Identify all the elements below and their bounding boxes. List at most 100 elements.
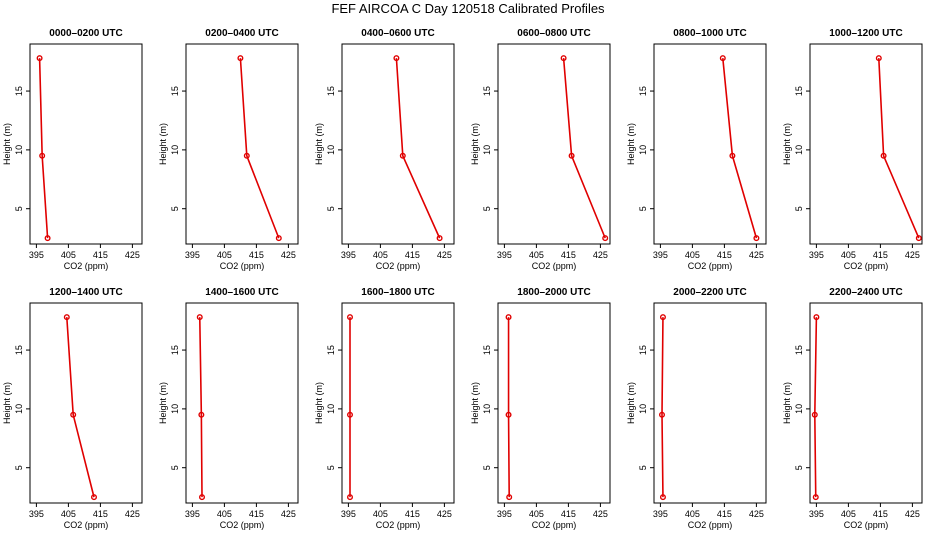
panel-9-ytick-label: 10 <box>326 404 336 414</box>
panel-9-title: 1600–1800 UTC <box>361 287 434 298</box>
panel-5-xlabel: CO2 (ppm) <box>688 261 733 271</box>
panel-2-profile-point <box>243 152 250 159</box>
panel-4-profile-line <box>562 58 606 239</box>
panel-3-profile-point <box>436 235 443 242</box>
panel-8-xtick-label: 405 <box>217 509 232 519</box>
panel-2-profile-line <box>239 58 280 239</box>
panel-9-ytick-label: 5 <box>326 465 336 470</box>
panel-10-profile-point <box>506 494 513 501</box>
panel-1-ytick-label: 15 <box>14 86 24 96</box>
panel-4-xtick-label: 425 <box>593 250 608 260</box>
panel-12-ytick-label: 5 <box>794 465 804 470</box>
panel-3-profile-line <box>395 58 441 239</box>
panel-1-title: 0000–0200 UTC <box>49 28 122 39</box>
panel-4-xtick-label: 415 <box>561 250 576 260</box>
panel-2-ytick-label: 15 <box>170 86 180 96</box>
panel-12-ytick-label: 15 <box>794 345 804 355</box>
panel-6-profile-line <box>878 58 920 239</box>
panel-10-profile-point <box>505 314 512 321</box>
panel-11-ytick-label: 10 <box>638 404 648 414</box>
panel-2-title: 0200–0400 UTC <box>205 28 278 39</box>
panel-5-profile-point <box>729 152 736 159</box>
panel-7-profile-point <box>90 494 97 501</box>
panel-4-ylabel: Height (m) <box>470 123 480 165</box>
panel-6-xtick-label: 425 <box>905 250 920 260</box>
panel-7-xlabel: CO2 (ppm) <box>64 520 109 530</box>
panel-8-xtick-label: 425 <box>281 509 296 519</box>
panel-10-ytick-label: 15 <box>482 345 492 355</box>
panel-12-profile-point <box>811 411 818 418</box>
panel-3-xtick-label: 405 <box>373 250 388 260</box>
panel-9-frame <box>341 302 455 504</box>
panel-12-ytick-label: 10 <box>794 404 804 414</box>
panel-11-profile-point <box>659 494 666 501</box>
panel-3-profile-point <box>393 55 400 62</box>
panel-11-profile-line <box>661 317 664 498</box>
panel-7-title: 1200–1400 UTC <box>49 287 122 298</box>
panel-10-xtick-label: 405 <box>529 509 544 519</box>
panel-5-xtick-label: 405 <box>685 250 700 260</box>
panel-6-xtick-label: 395 <box>809 250 824 260</box>
panel-12-xtick-label: 415 <box>873 509 888 519</box>
panel-3-profile-point <box>399 152 406 159</box>
panel-3-xlabel: CO2 (ppm) <box>376 261 421 271</box>
panel-5-title: 0800–1000 UTC <box>673 28 746 39</box>
panel-7-ylabel: Height (m) <box>2 382 12 424</box>
panel-11-ylabel: Height (m) <box>626 382 636 424</box>
panel-6-title: 1000–1200 UTC <box>829 28 902 39</box>
panel-8-profile-point <box>198 411 205 418</box>
panel-4-profile-point <box>602 235 609 242</box>
panel-5-frame <box>653 43 767 245</box>
panel-1-profile-point <box>44 235 51 242</box>
panel-6-xlabel: CO2 (ppm) <box>844 261 889 271</box>
panel-2-profile-point <box>275 235 282 242</box>
panel-8-ytick-label: 10 <box>170 404 180 414</box>
panel-6-frame <box>809 43 923 245</box>
panel-12-xtick-label: 405 <box>841 509 856 519</box>
panel-8-profile-point <box>198 494 205 501</box>
panel-11-ytick-label: 15 <box>638 345 648 355</box>
panel-4-profile-point <box>560 55 567 62</box>
panel-8-ylabel: Height (m) <box>158 382 168 424</box>
panel-10-frame <box>497 302 611 504</box>
panel-10-xtick-label: 425 <box>593 509 608 519</box>
panel-9-xtick-label: 425 <box>437 509 452 519</box>
panel-10-profile-line <box>507 317 510 498</box>
panel-8-ytick-label: 15 <box>170 345 180 355</box>
panel-11-xtick-label: 395 <box>653 509 668 519</box>
panel-1-xtick-label: 405 <box>61 250 76 260</box>
panel-4-frame <box>497 43 611 245</box>
panel-8-xlabel: CO2 (ppm) <box>220 520 265 530</box>
panel-6-profile-point <box>915 235 922 242</box>
panel-4-ytick-label: 15 <box>482 86 492 96</box>
panel-9-profile-point <box>347 314 354 321</box>
panel-7-xtick-label: 425 <box>125 509 140 519</box>
panel-6-profile-point <box>880 152 887 159</box>
panel-5-profile-point <box>719 55 726 62</box>
panel-2-ylabel: Height (m) <box>158 123 168 165</box>
panel-3-title: 0400–0600 UTC <box>361 28 434 39</box>
panel-10-profile-point <box>505 411 512 418</box>
panel-3-xtick-label: 415 <box>405 250 420 260</box>
panel-10-xlabel: CO2 (ppm) <box>532 520 577 530</box>
panel-9-ytick-label: 15 <box>326 345 336 355</box>
panel-2-xtick-label: 415 <box>249 250 264 260</box>
panel-6-ytick-label: 10 <box>794 145 804 155</box>
panel-9-ylabel: Height (m) <box>314 382 324 424</box>
panel-1-xtick-label: 395 <box>29 250 44 260</box>
panel-11-xtick-label: 425 <box>749 509 764 519</box>
panel-10-xtick-label: 415 <box>561 509 576 519</box>
panel-8-xtick-label: 395 <box>185 509 200 519</box>
panel-5-xtick-label: 425 <box>749 250 764 260</box>
panel-5-ylabel: Height (m) <box>626 123 636 165</box>
panel-1-profile-line <box>38 58 49 239</box>
panel-10-ytick-label: 10 <box>482 404 492 414</box>
panel-5-profile-line <box>722 58 758 239</box>
panel-5-profile-point <box>753 235 760 242</box>
figure-title: FEF AIRCOA C Day 120518 Calibrated Profi… <box>331 1 605 16</box>
panel-7-profile-point <box>63 314 70 321</box>
panel-5-ytick-label: 10 <box>638 145 648 155</box>
panel-12-profile-point <box>812 494 819 501</box>
panel-12-xtick-label: 395 <box>809 509 824 519</box>
